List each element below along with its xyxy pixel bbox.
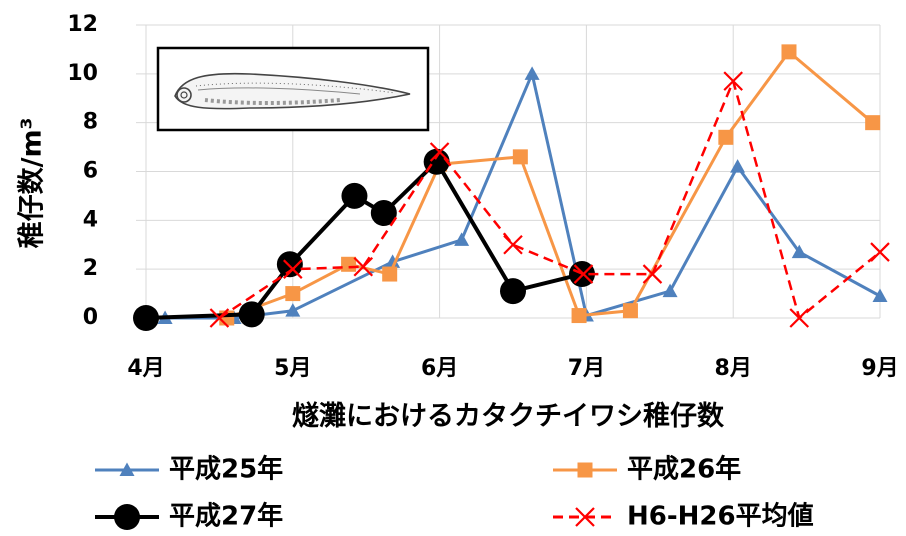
y-tick-label: 12 [67,12,98,37]
legend-item: 平成27年 [95,501,283,532]
data-point [865,115,880,130]
y-tick-label: 0 [83,305,98,330]
data-point [341,183,367,209]
legend-label: H6-H26平均値 [627,502,814,532]
data-point [133,305,159,331]
legend-label: 平成25年 [169,454,283,485]
data-point [781,44,796,59]
data-point [239,301,265,327]
y-tick-label: 6 [83,159,98,184]
y-axis-label: 稚仔数/m³ [17,118,48,249]
data-point [525,66,540,80]
x-tick-labels: 4月 5月 6月 7月 8月 9月 [127,356,898,381]
data-point [454,232,469,246]
legend-item: H6-H26平均値 [553,502,814,532]
series [133,149,595,331]
x-tick-label: 5月 [274,356,311,381]
legend-label: 平成27年 [169,501,283,532]
legend-item: 平成25年 [95,454,283,485]
y-tick-label: 10 [67,61,98,86]
y-tick-label: 2 [83,256,98,281]
data-point [285,286,300,301]
y-tick-label: 8 [83,110,98,135]
x-tick-label: 4月 [127,356,164,381]
x-tick-label: 9月 [861,356,898,381]
legend-label: 平成26年 [627,454,741,485]
x-tick-label: 8月 [715,356,752,381]
y-tick-labels: 0 2 4 6 8 10 12 [67,12,98,330]
data-point [341,257,356,272]
data-point [513,149,528,164]
legend-item: 平成26年 [553,454,741,485]
x-tick-label: 6月 [421,356,458,381]
data-point [718,130,733,145]
data-point [623,303,638,318]
larva-illustration [158,48,428,130]
data-point [572,308,587,323]
data-point [500,278,526,304]
data-point [382,267,397,282]
y-tick-label: 4 [83,207,98,232]
legend-marker [114,504,140,530]
data-point [504,236,522,254]
data-point [663,284,678,298]
data-point [873,289,888,303]
legend-marker [578,463,593,478]
data-point [730,159,745,173]
x-tick-label: 7月 [568,356,605,381]
x-axis-label: 燧灘におけるカタクチイワシ稚仔数 [292,401,725,432]
